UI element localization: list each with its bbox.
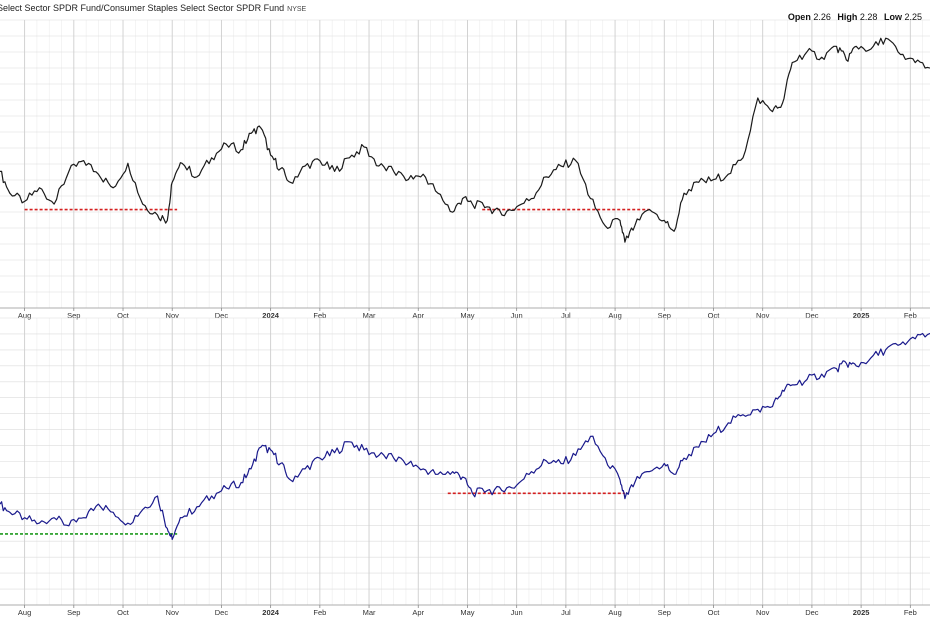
x-tick-label: Dec — [215, 608, 229, 617]
x-tick-label: Apr — [412, 608, 424, 617]
x-tick-label: May — [460, 311, 474, 320]
chart-title-text: Select Sector SPDR Fund/Consumer Staples… — [0, 3, 285, 13]
x-tick-label: Oct — [708, 608, 721, 617]
open-label: Open — [787, 12, 811, 22]
x-tick-label: Jul — [561, 311, 571, 320]
x-tick-label: Jun — [511, 608, 523, 617]
high-label: High — [837, 12, 858, 22]
x-tick-label: Nov — [166, 608, 180, 617]
lower-panel: Aug Sep Oct Nov Dec 2024 Feb Mar Apr May Jun Jul Aug… — [0, 317, 930, 617]
x-tick-label: May — [460, 608, 474, 617]
x-tick-label: Aug — [18, 311, 31, 320]
x-tick-label: Apr — [412, 311, 424, 320]
x-tick-label: Aug — [608, 608, 621, 617]
low-label: Low — [883, 12, 902, 22]
x-tick-label: Sep — [658, 311, 671, 320]
x-tick-label: Oct — [708, 311, 721, 320]
x-tick-label: Sep — [67, 608, 80, 617]
x-tick-label: Dec — [215, 311, 229, 320]
x-tick-label: Aug — [608, 311, 621, 320]
chart-title: Select Sector SPDR Fund/Consumer Staples… — [0, 3, 306, 13]
series-line-ratio — [0, 37, 930, 243]
x-tick-label: Dec — [805, 311, 819, 320]
x-tick-label: Dec — [805, 608, 819, 617]
x-tick-label: Oct — [117, 608, 130, 617]
x-tick-label: Aug — [18, 608, 31, 617]
x-tick-label: Oct — [117, 311, 130, 320]
x-tick-label: Nov — [756, 311, 770, 320]
exchange-label: NYSE — [287, 6, 307, 13]
high-value: 2.28 — [859, 12, 878, 22]
x-tick-label: Sep — [67, 311, 80, 320]
x-tick-label: Mar — [363, 608, 376, 617]
x-tick-label: Feb — [904, 608, 917, 617]
x-tick-label: Feb — [904, 311, 917, 320]
series-line-price — [0, 332, 930, 541]
x-tick-label: Mar — [363, 311, 376, 320]
x-tick-label: 2025 — [853, 311, 870, 320]
x-tick-label: 2024 — [262, 608, 280, 617]
open-value: 2.26 — [813, 12, 831, 22]
x-tick-label: Sep — [658, 608, 671, 617]
x-tick-label: Nov — [756, 608, 770, 617]
x-tick-label: Nov — [166, 311, 180, 320]
upper-panel: Aug Sep Oct Nov Dec 2024 Feb Mar Apr May Jun Jul Aug… — [0, 19, 930, 320]
x-tick-label: Jul — [561, 608, 571, 617]
x-tick-label: 2024 — [262, 311, 280, 320]
x-tick-label: 2025 — [853, 608, 870, 617]
x-tick-label: Feb — [313, 311, 326, 320]
ohl-readout: Open 2.26 High 2.28 Low 2.25 — [788, 12, 926, 22]
x-tick-label: Feb — [313, 608, 326, 617]
x-tick-label: Jun — [511, 311, 523, 320]
low-value: 2.25 — [904, 12, 922, 22]
